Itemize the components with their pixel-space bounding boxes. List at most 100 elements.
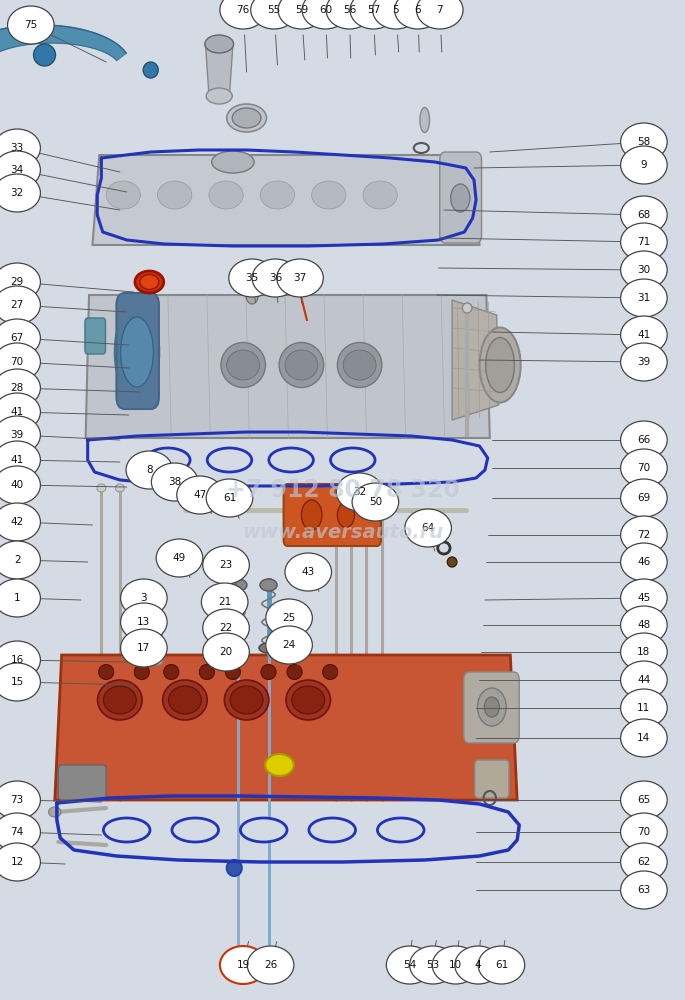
Text: 38: 38 — [168, 477, 182, 487]
Ellipse shape — [420, 107, 429, 132]
Ellipse shape — [0, 151, 40, 189]
Ellipse shape — [0, 503, 40, 541]
Ellipse shape — [336, 473, 383, 511]
Ellipse shape — [386, 946, 433, 984]
Ellipse shape — [115, 484, 125, 492]
Ellipse shape — [158, 181, 192, 209]
Ellipse shape — [151, 625, 162, 645]
Text: 36: 36 — [269, 273, 282, 283]
Ellipse shape — [432, 946, 479, 984]
Ellipse shape — [621, 343, 667, 381]
Text: 71: 71 — [637, 237, 651, 247]
Ellipse shape — [203, 633, 249, 671]
Ellipse shape — [0, 263, 40, 301]
Text: 53: 53 — [426, 960, 440, 970]
Text: 54: 54 — [403, 960, 416, 970]
Ellipse shape — [99, 664, 114, 680]
FancyBboxPatch shape — [85, 318, 105, 354]
Ellipse shape — [251, 0, 297, 29]
Ellipse shape — [199, 664, 214, 680]
Ellipse shape — [126, 451, 173, 489]
Text: 70: 70 — [10, 357, 24, 367]
Ellipse shape — [621, 449, 667, 487]
Ellipse shape — [0, 663, 40, 701]
Text: 37: 37 — [293, 273, 307, 283]
Ellipse shape — [269, 448, 314, 472]
Ellipse shape — [177, 476, 223, 514]
Ellipse shape — [287, 664, 302, 680]
Text: +7 912 80 78 320: +7 912 80 78 320 — [225, 478, 460, 502]
Text: 30: 30 — [637, 265, 651, 275]
Text: 29: 29 — [10, 277, 24, 287]
Ellipse shape — [103, 686, 136, 714]
Ellipse shape — [203, 609, 249, 647]
Ellipse shape — [169, 686, 201, 714]
Ellipse shape — [301, 500, 322, 530]
Ellipse shape — [209, 181, 243, 209]
Ellipse shape — [103, 818, 150, 842]
Ellipse shape — [0, 393, 40, 431]
Ellipse shape — [350, 0, 397, 29]
Text: 39: 39 — [637, 357, 651, 367]
Ellipse shape — [229, 579, 247, 591]
Ellipse shape — [323, 664, 338, 680]
Ellipse shape — [373, 0, 419, 29]
Ellipse shape — [621, 661, 667, 699]
Text: 7: 7 — [436, 5, 443, 15]
FancyBboxPatch shape — [284, 484, 381, 546]
Text: 19: 19 — [236, 960, 250, 970]
Text: 9: 9 — [640, 160, 647, 170]
Text: 50: 50 — [369, 497, 382, 507]
Ellipse shape — [8, 6, 54, 44]
Ellipse shape — [285, 553, 332, 591]
Text: 56: 56 — [342, 5, 356, 15]
Ellipse shape — [232, 955, 245, 969]
Ellipse shape — [221, 342, 265, 387]
Ellipse shape — [621, 479, 667, 517]
Text: 75: 75 — [24, 20, 38, 30]
Text: 35: 35 — [245, 273, 259, 283]
Ellipse shape — [259, 643, 278, 653]
Ellipse shape — [252, 259, 299, 297]
Ellipse shape — [227, 350, 260, 380]
Ellipse shape — [486, 338, 514, 392]
Text: 61: 61 — [223, 493, 236, 503]
Ellipse shape — [621, 223, 667, 261]
Text: 64: 64 — [421, 523, 435, 533]
Text: 8: 8 — [146, 465, 153, 475]
Ellipse shape — [143, 62, 158, 78]
Ellipse shape — [331, 448, 375, 472]
Ellipse shape — [266, 599, 312, 637]
Polygon shape — [92, 155, 480, 245]
FancyBboxPatch shape — [58, 765, 106, 800]
Text: 25: 25 — [282, 613, 296, 623]
Ellipse shape — [621, 813, 667, 851]
Ellipse shape — [265, 754, 294, 776]
Ellipse shape — [151, 463, 198, 501]
Ellipse shape — [121, 629, 167, 667]
Text: 72: 72 — [637, 530, 651, 540]
Polygon shape — [55, 655, 517, 800]
Text: 70: 70 — [637, 463, 651, 473]
Ellipse shape — [121, 317, 153, 387]
Ellipse shape — [0, 641, 40, 679]
Ellipse shape — [172, 818, 219, 842]
Text: 23: 23 — [219, 560, 233, 570]
Text: 16: 16 — [10, 655, 24, 665]
Ellipse shape — [206, 88, 232, 104]
Ellipse shape — [410, 946, 456, 984]
Text: 5: 5 — [393, 5, 399, 15]
Polygon shape — [206, 45, 233, 95]
Ellipse shape — [0, 416, 40, 454]
Ellipse shape — [227, 104, 266, 132]
Ellipse shape — [0, 343, 40, 381]
FancyBboxPatch shape — [464, 672, 519, 743]
Ellipse shape — [346, 484, 355, 492]
Ellipse shape — [377, 818, 424, 842]
Ellipse shape — [212, 151, 254, 173]
Ellipse shape — [227, 860, 242, 876]
Ellipse shape — [621, 606, 667, 644]
Ellipse shape — [621, 279, 667, 317]
Ellipse shape — [232, 108, 261, 128]
Ellipse shape — [279, 342, 323, 387]
